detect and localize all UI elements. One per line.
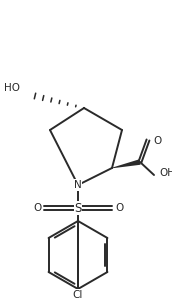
Text: S: S	[74, 201, 82, 214]
Text: O: O	[115, 203, 123, 213]
Polygon shape	[112, 159, 141, 168]
Text: O: O	[153, 136, 161, 146]
Text: Cl: Cl	[73, 290, 83, 300]
Text: N: N	[74, 180, 82, 190]
Text: O: O	[33, 203, 41, 213]
Text: HO: HO	[4, 83, 20, 93]
Text: OH: OH	[159, 168, 172, 178]
